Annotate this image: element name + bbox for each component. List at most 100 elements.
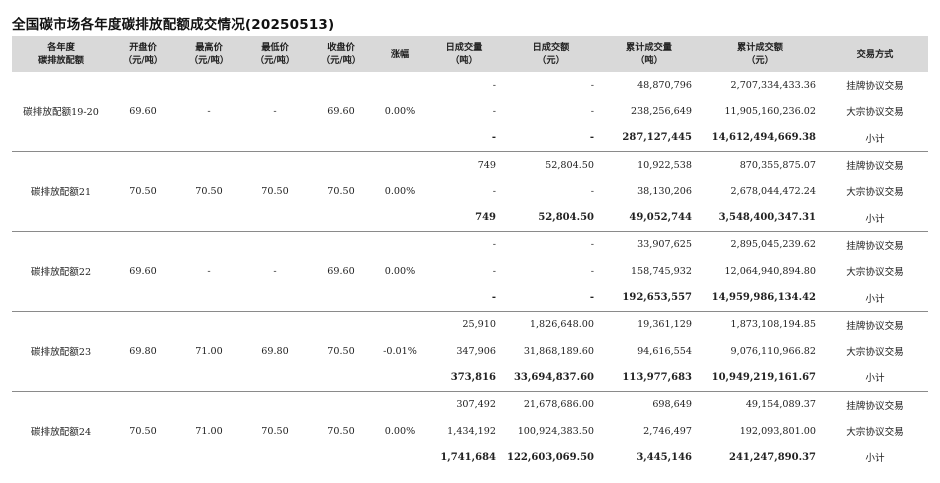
table-row: - - 38,130,206 2,678,044,472.24 大宗协议交易 (12, 178, 928, 204)
cumulative-volume: 2,746,497 (643, 425, 692, 437)
cumulative-amount: 870,355,875.07 (739, 159, 816, 171)
header-quota-year: 各年度 碳排放配额 (12, 36, 110, 72)
header-daily-volume: 日成交量 （吨） (426, 36, 502, 72)
trade-type: 大宗协议交易 (846, 347, 904, 359)
open-price: 70.50 (129, 425, 157, 437)
cumulative-amount: 9,076,110,966.82 (730, 345, 816, 357)
open-price: 69.80 (110, 311, 176, 392)
subtotal-row: 373,816 33,694,837.60 113,977,683 10,949… (12, 364, 928, 392)
cumulative-amount: 2,707,334,433.36 (730, 79, 816, 91)
daily-volume: 749 (426, 204, 502, 232)
trade-type: 小计 (822, 364, 928, 392)
low-price: - (242, 231, 308, 312)
high-price: 71.00 (176, 311, 242, 392)
quota-name: 碳排放配额24 (30, 427, 92, 438)
subtotal-row: - - 287,127,445 14,612,494,669.38 小计 (12, 124, 928, 152)
cumulative-amount: 12,064,940,894.80 (724, 265, 816, 277)
low-price: 70.50 (242, 151, 308, 232)
cumulative-amount: 2,895,045,239.62 (730, 239, 816, 251)
table-row: - - 238,256,649 11,905,160,236.02 大宗协议交易 (12, 98, 928, 124)
daily-amount: - (502, 124, 600, 152)
header-cumulative-amount: 累计成交额 （元） (698, 36, 822, 72)
change: 0.00% (374, 151, 426, 232)
daily-volume: - (492, 239, 496, 251)
trade-type: 大宗协议交易 (846, 187, 904, 199)
quota-name: 碳排放配额19-20 (12, 72, 110, 152)
cumulative-amount: 14,959,986,134.42 (698, 284, 822, 312)
cumulative-volume: 287,127,445 (600, 124, 698, 152)
close-price: 69.60 (308, 72, 374, 152)
carbon-quota-table: 各年度 碳排放配额 开盘价 （元/吨） 最高价 （元/吨） 最低价 （元/吨） 收盘价（… (12, 36, 928, 470)
cumulative-volume: 48,870,796 (637, 79, 692, 91)
daily-amount: 21,678,686.00 (523, 399, 594, 411)
high-price: 71.00 (195, 425, 223, 437)
close-price: 69.60 (308, 231, 374, 312)
trade-type: 挂牌协议交易 (846, 240, 904, 252)
cumulative-volume: 158,745,932 (630, 265, 692, 277)
daily-volume: 25,910 (462, 319, 496, 331)
trade-type: 小计 (865, 453, 885, 465)
subtotal-row: - - 192,653,557 14,959,986,134.42 小计 (12, 284, 928, 312)
daily-amount: 33,694,837.60 (502, 364, 600, 392)
daily-amount: 52,804.50 (545, 159, 594, 171)
daily-amount: - (590, 239, 594, 251)
daily-volume: 347,906 (456, 345, 496, 357)
daily-amount: - (590, 79, 594, 91)
change: 0.00% (374, 231, 426, 312)
daily-amount: - (590, 185, 594, 197)
table-body: 碳排放配额19-20 69.60 - - 69.60 0.00% - - 48,… (12, 72, 928, 470)
daily-volume: - (492, 79, 496, 91)
cumulative-volume: 698,649 (652, 399, 692, 411)
open-price: 69.60 (110, 231, 176, 312)
change: 0.00% (374, 72, 426, 152)
daily-volume: - (426, 124, 502, 152)
cumulative-volume: 49,052,744 (600, 204, 698, 232)
open-price: 70.50 (110, 151, 176, 232)
daily-volume: - (492, 265, 496, 277)
table-header: 各年度 碳排放配额 开盘价 （元/吨） 最高价 （元/吨） 最低价 （元/吨） 收盘价（… (12, 36, 928, 72)
daily-volume: - (492, 185, 496, 197)
table-row: 碳排放配额23 69.80 71.00 69.80 70.50 -0.01% 2… (12, 311, 928, 392)
trade-type: 挂牌协议交易 (846, 161, 904, 173)
daily-amount: 100,924,383.50 (517, 425, 594, 437)
cumulative-amount: 192,093,801.00 (739, 425, 816, 437)
high-price: - (176, 231, 242, 312)
header-cumulative-volume: 累计成交量 （吨） (600, 36, 698, 72)
trade-type: 小计 (822, 204, 928, 232)
daily-volume: 749 (477, 159, 496, 171)
trade-type: 大宗协议交易 (846, 267, 904, 279)
close-price: 70.50 (308, 151, 374, 232)
quota-name: 碳排放配额21 (12, 151, 110, 232)
low-price: - (242, 72, 308, 152)
cumulative-volume: 33,907,625 (637, 239, 692, 251)
subtotal-row: 1,741,684 122,603,069.50 3,445,146 241,2… (12, 444, 928, 470)
cumulative-volume: 94,616,554 (637, 345, 692, 357)
cumulative-volume: 113,977,683 (600, 364, 698, 392)
change: -0.01% (374, 311, 426, 392)
table-row: 碳排放配额22 69.60 - - 69.60 0.00% - - 33,907… (12, 231, 928, 312)
cumulative-amount: 241,247,890.37 (729, 451, 816, 463)
open-price: 69.60 (110, 72, 176, 152)
table-row: 碳排放配额24 70.50 71.00 70.50 70.50 0.00% 30… (12, 391, 928, 438)
high-price: - (176, 72, 242, 152)
subtotal-row: 749 52,804.50 49,052,744 3,548,400,347.3… (12, 204, 928, 232)
cumulative-volume: 19,361,129 (637, 319, 692, 331)
trade-type: 小计 (822, 124, 928, 152)
header-close-price: 收盘价 （元/吨） (308, 36, 374, 72)
header-daily-amount: 日成交额 （元） (502, 36, 600, 72)
trade-type: 挂牌协议交易 (846, 81, 904, 93)
low-price: 70.50 (261, 425, 289, 437)
trade-type: 挂牌协议交易 (846, 400, 904, 412)
cumulative-amount: 14,612,494,669.38 (698, 124, 822, 152)
daily-volume: - (492, 105, 496, 117)
cumulative-volume: 10,922,538 (637, 159, 692, 171)
cumulative-amount: 3,548,400,347.31 (698, 204, 822, 232)
daily-volume: - (426, 284, 502, 312)
quota-name: 碳排放配额23 (12, 311, 110, 392)
daily-volume: 307,492 (456, 399, 496, 411)
daily-amount: 31,868,189.60 (523, 345, 594, 357)
daily-volume: 1,434,192 (447, 425, 496, 437)
daily-volume: 373,816 (426, 364, 502, 392)
table-row: 碳排放配额21 70.50 70.50 70.50 70.50 0.00% 74… (12, 151, 928, 232)
cumulative-amount: 2,678,044,472.24 (730, 185, 816, 197)
